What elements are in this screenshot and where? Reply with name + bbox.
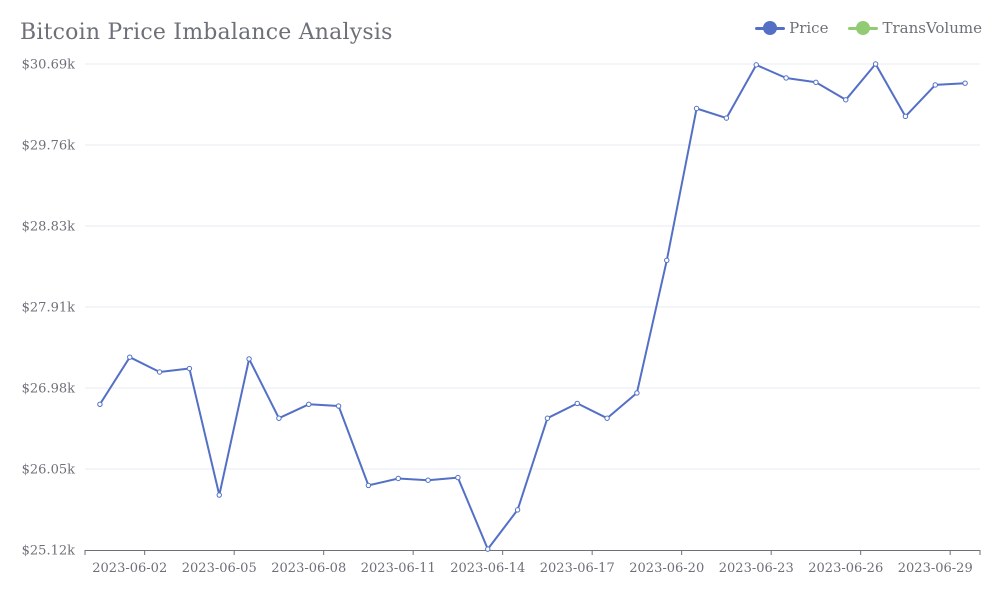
- y-tick-label: $26.98k: [22, 382, 75, 397]
- legend-label-transvolume: TransVolume: [882, 19, 982, 37]
- data-point[interactable]: [783, 75, 789, 81]
- data-point[interactable]: [902, 113, 909, 120]
- data-point[interactable]: [932, 82, 938, 88]
- data-point[interactable]: [514, 507, 521, 513]
- legend-item-price[interactable]: Price: [755, 19, 828, 37]
- data-point[interactable]: [425, 477, 431, 483]
- legend-label-price: Price: [789, 19, 829, 37]
- grid-lines: [85, 63, 980, 470]
- x-axis: 2023-06-02 2023-06-05 2023-06-08 2023-06-11…: [84, 550, 981, 576]
- y-tick-label: $26.05k: [22, 463, 75, 478]
- data-point[interactable]: [276, 415, 282, 421]
- data-point[interactable]: [186, 365, 193, 372]
- x-tick-label: 2023-06-02: [92, 561, 167, 576]
- data-point[interactable]: [365, 482, 372, 489]
- data-point[interactable]: [395, 475, 401, 482]
- legend: Price TransVolume: [755, 19, 982, 37]
- y-tick-label: $30.69k: [22, 58, 75, 73]
- legend-swatch-transvolume: [848, 21, 879, 35]
- data-point[interactable]: [753, 62, 759, 68]
- y-axis: $25.12k $26.05k $26.98k $27.91k $28.83k $29.7…: [22, 58, 75, 559]
- series-line-price: [99, 63, 966, 551]
- data-point[interactable]: [723, 115, 730, 121]
- data-point[interactable]: [455, 474, 461, 481]
- data-point[interactable]: [306, 401, 312, 407]
- x-tick-label: 2023-06-08: [271, 561, 346, 576]
- x-tick-label: 2023-06-14: [450, 561, 525, 576]
- y-tick-label: $28.83k: [22, 220, 75, 235]
- x-tick-label: 2023-06-23: [719, 561, 794, 576]
- data-point[interactable]: [156, 369, 163, 375]
- x-tick-label: 2023-06-26: [808, 561, 883, 576]
- x-tick-label: 2023-06-29: [898, 561, 973, 576]
- data-point[interactable]: [127, 354, 133, 360]
- y-tick-label: $29.76k: [22, 139, 75, 154]
- x-tick-label: 2023-06-05: [182, 561, 257, 576]
- data-point[interactable]: [216, 492, 222, 498]
- x-tick-label: 2023-06-20: [629, 561, 704, 576]
- data-point[interactable]: [634, 390, 640, 396]
- x-tick-label: 2023-06-11: [361, 561, 436, 576]
- series-price: [97, 61, 968, 552]
- legend-item-transvolume[interactable]: TransVolume: [848, 19, 982, 37]
- y-tick-label: $27.91k: [22, 301, 75, 316]
- legend-swatch-price: [755, 21, 786, 35]
- data-point[interactable]: [693, 105, 700, 112]
- chart-title: Bitcoin Price Imbalance Analysis: [20, 20, 393, 45]
- data-point[interactable]: [485, 546, 491, 552]
- data-point[interactable]: [962, 80, 968, 86]
- x-tick-label: 2023-06-17: [540, 561, 615, 576]
- data-point[interactable]: [97, 401, 103, 407]
- data-point[interactable]: [246, 356, 252, 362]
- data-point[interactable]: [604, 415, 610, 421]
- y-tick-label: $25.12k: [22, 544, 75, 559]
- data-point[interactable]: [574, 400, 580, 407]
- data-point[interactable]: [872, 61, 879, 67]
- data-point[interactable]: [335, 403, 342, 409]
- data-point[interactable]: [843, 97, 849, 103]
- data-point[interactable]: [664, 257, 670, 264]
- data-point[interactable]: [544, 415, 551, 421]
- data-point[interactable]: [813, 79, 819, 86]
